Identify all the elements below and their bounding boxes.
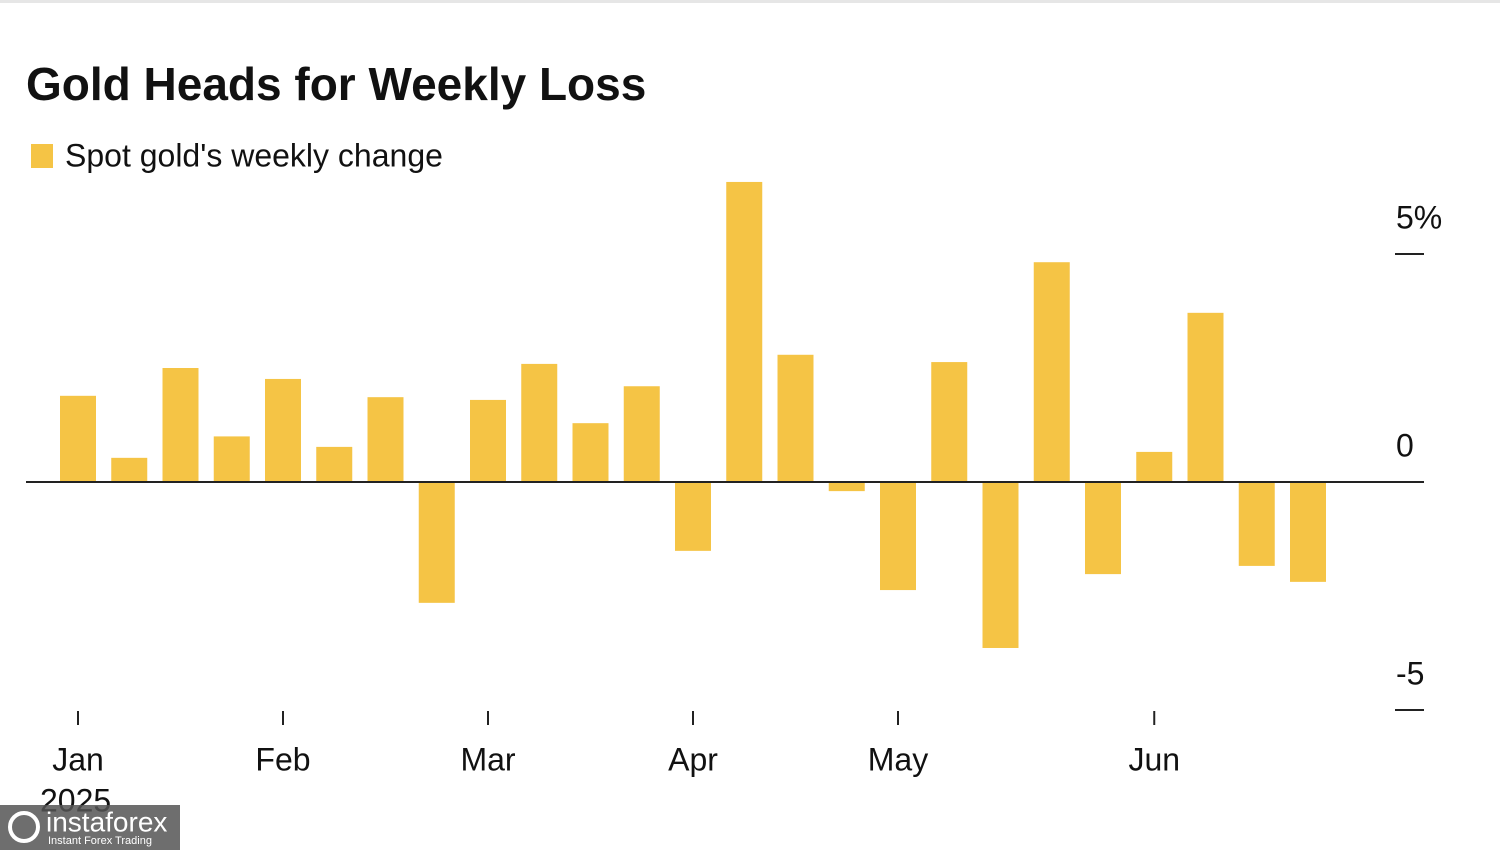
watermark: instaforex Instant Forex Trading: [0, 805, 180, 850]
x-tick-label: Jun: [1128, 741, 1180, 777]
bar: [213, 436, 250, 482]
bar: [777, 354, 814, 482]
bar: [982, 482, 1019, 648]
x-tick-label: Feb: [255, 741, 310, 777]
watermark-brand: instaforex: [46, 806, 167, 837]
bar: [623, 386, 660, 482]
chart-title: Gold Heads for Weekly Loss: [26, 58, 646, 110]
plot: Jan Feb Mar Apr May Jun 5% 0 -5: [26, 181, 1442, 777]
bar: [111, 457, 148, 482]
x-tick-label: Jan: [52, 741, 104, 777]
bar: [521, 363, 558, 482]
bar: [162, 368, 199, 482]
bar: [1187, 312, 1224, 482]
legend-label: Spot gold's weekly change: [65, 137, 443, 173]
x-tick-label: May: [868, 741, 928, 777]
bar: [265, 378, 301, 482]
x-tick-label: Mar: [460, 741, 515, 777]
x-tick-label: Apr: [668, 741, 718, 777]
bar: [367, 397, 404, 482]
watermark-tagline: Instant Forex Trading: [48, 835, 152, 847]
bar: [828, 482, 865, 492]
bar: [470, 399, 506, 482]
bar: [1085, 482, 1121, 575]
bar: [1238, 482, 1275, 566]
watermark-logo: [8, 811, 40, 843]
bar: [418, 482, 455, 603]
bar: [1136, 451, 1173, 482]
bar: [675, 482, 711, 551]
y-tick-label: 0: [1396, 427, 1414, 463]
y-tick-label: -5: [1396, 655, 1424, 691]
bar: [572, 423, 609, 482]
top-border: [0, 0, 1500, 3]
bar: [880, 482, 916, 591]
bar: [316, 446, 353, 482]
legend-swatch: [31, 144, 53, 168]
bar: [60, 395, 96, 482]
bar: [931, 362, 968, 482]
bar: [1290, 482, 1326, 582]
y-tick-label: 5%: [1396, 199, 1442, 235]
bar: [726, 181, 763, 482]
bar: [1033, 262, 1070, 482]
